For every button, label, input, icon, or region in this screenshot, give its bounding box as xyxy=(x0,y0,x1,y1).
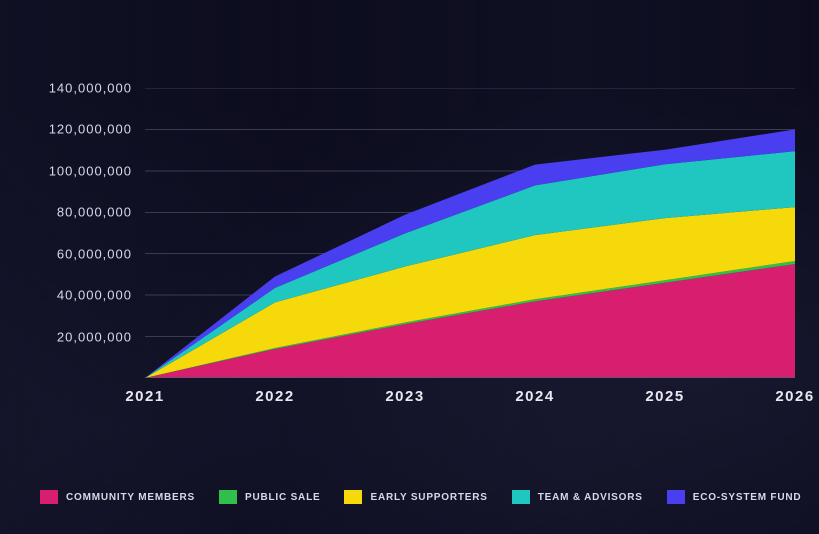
y-tick-label: 120,000,000 xyxy=(49,122,132,137)
y-axis: 20,000,000 40,000,000 60,000,000 80,000,000… xyxy=(40,88,140,378)
y-tick-label: 100,000,000 xyxy=(49,163,132,178)
y-tick-label: 140,000,000 xyxy=(49,81,132,96)
legend-item-public_sale: PUBLIC SALE xyxy=(219,490,320,504)
token-distribution-area-chart: 20,000,000 40,000,000 60,000,000 80,000,000… xyxy=(40,70,795,430)
x-tick-label: 2026 xyxy=(775,388,814,405)
plot-area xyxy=(145,88,795,378)
y-tick-label: 40,000,000 xyxy=(57,288,132,303)
legend: COMMUNITY MEMBERS PUBLIC SALE EARLY SUPPOR… xyxy=(40,490,795,504)
legend-swatch xyxy=(219,490,237,504)
legend-swatch xyxy=(512,490,530,504)
legend-label: EARLY SUPPORTERS xyxy=(370,492,487,503)
legend-label: ECO-SYSTEM FUND xyxy=(693,492,802,503)
x-tick-label: 2021 xyxy=(125,388,164,405)
legend-swatch xyxy=(667,490,685,504)
y-tick-label: 80,000,000 xyxy=(57,205,132,220)
legend-label: COMMUNITY MEMBERS xyxy=(66,492,195,503)
legend-item-community_members: COMMUNITY MEMBERS xyxy=(40,490,195,504)
legend-item-ecosystem_fund: ECO-SYSTEM FUND xyxy=(667,490,802,504)
legend-swatch xyxy=(40,490,58,504)
legend-item-team_advisors: TEAM & ADVISORS xyxy=(512,490,643,504)
y-tick-label: 60,000,000 xyxy=(57,246,132,261)
x-tick-label: 2022 xyxy=(255,388,294,405)
x-tick-label: 2024 xyxy=(515,388,554,405)
area-svg xyxy=(145,88,795,378)
legend-label: TEAM & ADVISORS xyxy=(538,492,643,503)
legend-label: PUBLIC SALE xyxy=(245,492,320,503)
x-axis: 202120222023202420252026 xyxy=(145,388,795,418)
legend-item-early_supporters: EARLY SUPPORTERS xyxy=(344,490,487,504)
legend-swatch xyxy=(344,490,362,504)
y-tick-label: 20,000,000 xyxy=(57,329,132,344)
x-tick-label: 2025 xyxy=(645,388,684,405)
x-tick-label: 2023 xyxy=(385,388,424,405)
